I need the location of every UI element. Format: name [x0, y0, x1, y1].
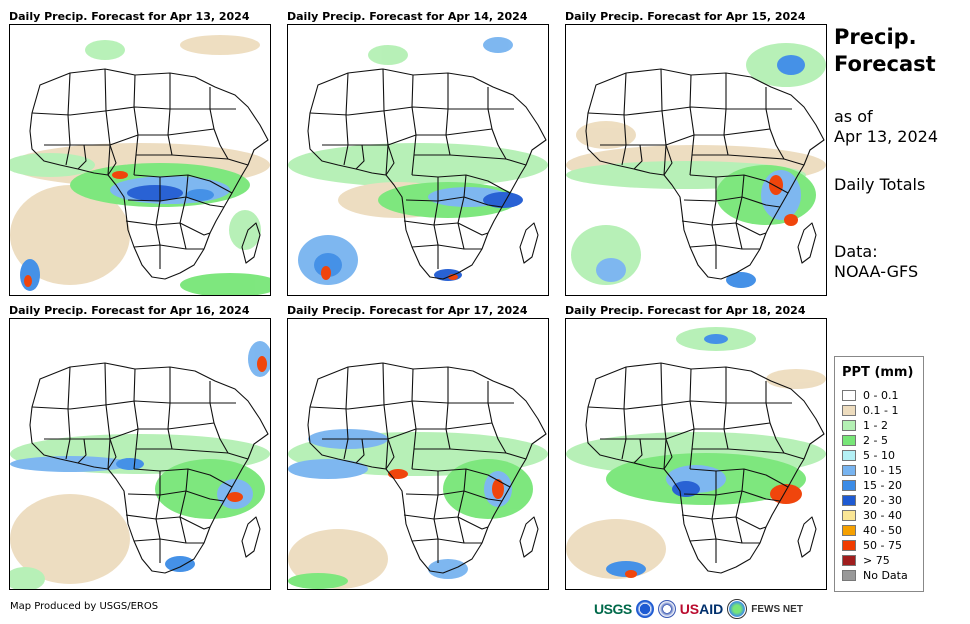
noaa-logo-icon	[635, 600, 654, 618]
legend-label: 50 - 75	[863, 539, 902, 552]
legend-label: 30 - 40	[863, 509, 902, 522]
fews-net-globe-icon	[727, 599, 748, 619]
precip-map	[9, 318, 271, 590]
legend-swatch	[842, 480, 856, 491]
as-of-text: as of Apr 13, 2024	[834, 107, 938, 147]
panel-title: Daily Precip. Forecast for Apr 17, 2024	[287, 304, 528, 317]
legend-item: 0 - 0.1	[842, 388, 898, 403]
panel-title: Daily Precip. Forecast for Apr 15, 2024	[565, 10, 806, 23]
legend-label: 10 - 15	[863, 464, 902, 477]
legend-label: No Data	[863, 569, 908, 582]
legend-swatch	[842, 555, 856, 566]
as-of-line1: as of	[834, 107, 873, 126]
legend-swatch	[842, 525, 856, 536]
data-source-text: Data: NOAA-GFS	[834, 242, 918, 282]
legend-swatch	[842, 435, 856, 446]
legend-label: 15 - 20	[863, 479, 902, 492]
legend-swatch	[842, 390, 856, 401]
legend-item: 2 - 5	[842, 433, 888, 448]
sidebar-title-line1: Precip.	[834, 25, 917, 49]
usaid-aid: AID	[699, 601, 724, 617]
legend-item: 30 - 40	[842, 508, 902, 523]
precip-field	[288, 429, 548, 589]
legend-label: 40 - 50	[863, 524, 902, 537]
legend-item: 0.1 - 1	[842, 403, 898, 418]
legend-item: > 75	[842, 553, 890, 568]
usgs-logo: USGS	[594, 601, 632, 617]
legend-item: 40 - 50	[842, 523, 902, 538]
legend-swatch	[842, 510, 856, 521]
legend-item: 20 - 30	[842, 493, 902, 508]
legend-item: 10 - 15	[842, 463, 902, 478]
legend-item: 15 - 20	[842, 478, 902, 493]
precip-field	[10, 35, 270, 295]
fews-net-logo: FEWS NET	[751, 603, 803, 615]
data-line1: Data:	[834, 242, 878, 261]
precip-field	[566, 43, 826, 288]
precip-field	[566, 327, 826, 579]
panel-title: Daily Precip. Forecast for Apr 13, 2024	[9, 10, 250, 23]
precip-map	[565, 318, 827, 590]
credit-text: Map Produced by USGS/EROS	[10, 601, 159, 612]
legend-swatch	[842, 540, 856, 551]
as-of-line2: Apr 13, 2024	[834, 127, 939, 146]
usaid-us: US	[679, 601, 700, 617]
legend-label: 0 - 0.1	[863, 389, 899, 402]
panel-title: Daily Precip. Forecast for Apr 16, 2024	[9, 304, 250, 317]
legend-label: 5 - 10	[863, 449, 895, 462]
panel-title: Daily Precip. Forecast for Apr 14, 2024	[287, 10, 528, 23]
legend-item: No Data	[842, 568, 908, 583]
legend-item: 50 - 75	[842, 538, 902, 553]
legend-swatch	[842, 450, 856, 461]
legend-swatch	[842, 570, 856, 581]
legend-label: 1 - 2	[863, 419, 888, 432]
legend-swatch	[842, 465, 856, 476]
data-line2: NOAA-GFS	[834, 262, 919, 281]
legend-item: 5 - 10	[842, 448, 895, 463]
precip-map	[565, 24, 827, 296]
usaid-logo: USAID	[680, 601, 724, 617]
us-seal-icon	[657, 600, 676, 618]
legend-label: 2 - 5	[863, 434, 888, 447]
precip-map	[287, 24, 549, 296]
legend-swatch	[842, 495, 856, 506]
logos: USGS USAID FEWS NET	[594, 598, 803, 620]
daily-totals-text: Daily Totals	[834, 175, 926, 194]
precip-map	[9, 24, 271, 296]
sidebar-title: Precip. Forecast	[834, 24, 936, 78]
legend-label: 20 - 30	[863, 494, 902, 507]
legend-label: > 75	[863, 554, 890, 567]
legend: PPT (mm) 0 - 0.1 0.1 - 1 1 - 2 2 - 5 5 - 10 1…	[834, 356, 924, 592]
precip-map	[287, 318, 549, 590]
legend-label: 0.1 - 1	[863, 404, 899, 417]
legend-title: PPT (mm)	[842, 365, 914, 380]
legend-swatch	[842, 420, 856, 431]
sidebar-title-line2: Forecast	[834, 52, 936, 76]
legend-item: 1 - 2	[842, 418, 888, 433]
legend-swatch	[842, 405, 856, 416]
panel-title: Daily Precip. Forecast for Apr 18, 2024	[565, 304, 806, 317]
precip-field	[10, 341, 270, 589]
